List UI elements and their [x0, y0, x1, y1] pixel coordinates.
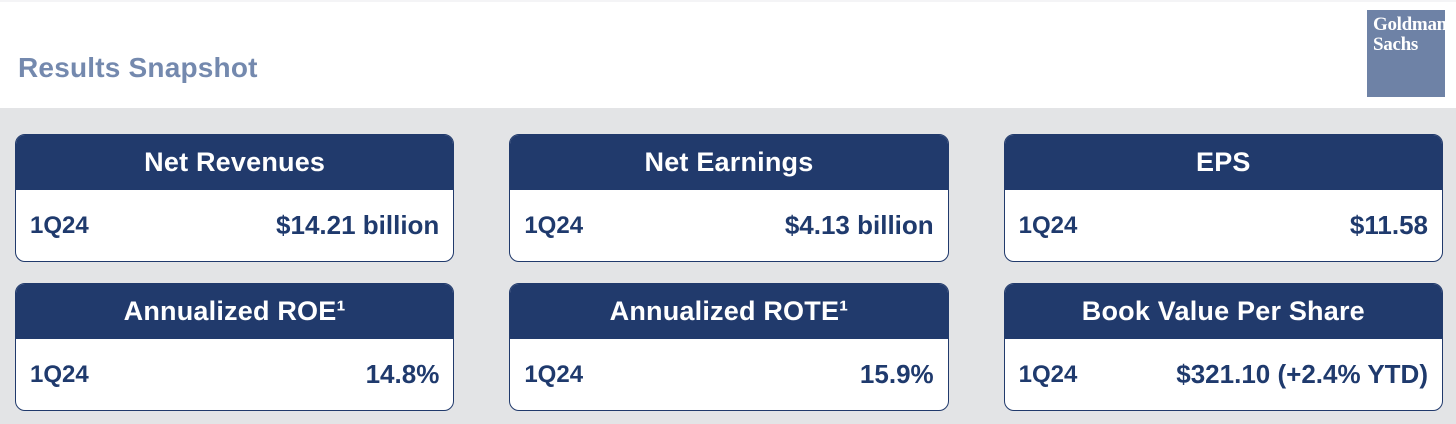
card-title: Book Value Per Share	[1004, 284, 1442, 339]
card-body: 1Q24 $14.21 billion	[16, 190, 453, 261]
metric-card-eps: EPS 1Q24 $11.58	[1003, 134, 1443, 262]
card-title: Annualized ROE¹	[16, 284, 454, 339]
card-body: 1Q24 $11.58	[1005, 190, 1442, 261]
card-title: Net Earnings	[510, 135, 948, 190]
card-body: 1Q24 14.8%	[16, 339, 453, 410]
card-value: $4.13 billion	[784, 210, 934, 240]
metric-card-annualized-roe: Annualized ROE¹ 1Q24 14.8%	[15, 283, 455, 411]
page-title: Results Snapshot	[18, 52, 258, 83]
card-period: 1Q24	[1018, 211, 1078, 239]
header-band: Results Snapshot Goldman Sachs	[0, 0, 1456, 108]
card-body: 1Q24 $321.10 (+2.4% YTD)	[1005, 339, 1442, 410]
logo-line-1: Goldman	[1373, 14, 1447, 35]
metric-card-net-revenues: Net Revenues 1Q24 $14.21 billion	[15, 134, 455, 262]
card-value: $11.58	[1349, 210, 1428, 240]
card-value: $321.10 (+2.4% YTD)	[1176, 359, 1428, 389]
card-period: 1Q24	[30, 211, 89, 239]
card-title: EPS	[1004, 135, 1442, 190]
logo-line-2: Sachs	[1373, 34, 1418, 55]
card-period: 1Q24	[524, 360, 584, 388]
card-title: Annualized ROTE¹	[510, 284, 948, 339]
card-period: 1Q24	[1018, 360, 1078, 388]
card-title: Net Revenues	[16, 135, 454, 190]
metric-card-book-value-per-share: Book Value Per Share 1Q24 $321.10 (+2.4%…	[1003, 283, 1443, 411]
metric-card-annualized-rote: Annualized ROTE¹ 1Q24 15.9%	[509, 283, 949, 411]
metrics-grid: Net Revenues 1Q24 $14.21 billion Net Ear…	[0, 108, 1456, 424]
card-value: 14.8%	[365, 359, 440, 389]
goldman-sachs-logo: Goldman Sachs	[1367, 10, 1447, 97]
card-value: 15.9%	[859, 359, 934, 389]
card-period: 1Q24	[30, 360, 89, 388]
card-value: $14.21 billion	[276, 210, 440, 240]
metric-card-net-earnings: Net Earnings 1Q24 $4.13 billion	[509, 134, 949, 262]
card-body: 1Q24 15.9%	[510, 339, 947, 410]
card-body: 1Q24 $4.13 billion	[510, 190, 947, 261]
card-period: 1Q24	[524, 211, 584, 239]
